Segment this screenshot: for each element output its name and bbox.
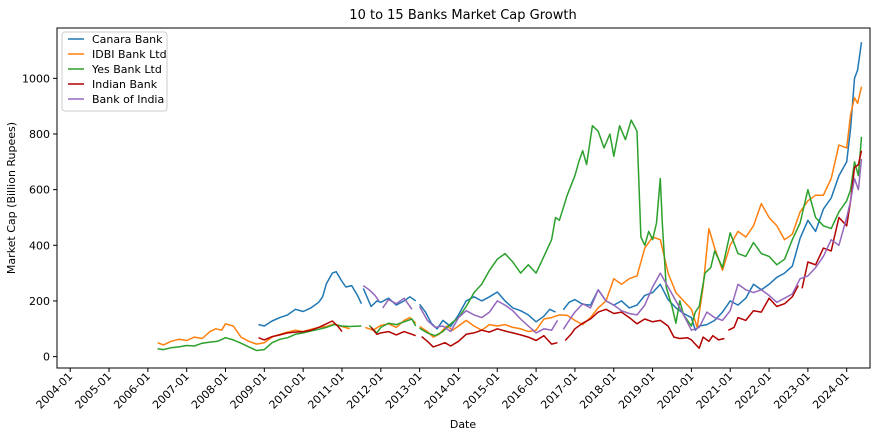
legend-label: IDBI Bank Ltd [92,48,167,61]
series-line-idbi-bank-ltd [419,86,863,338]
x-tick-label: 2018-01 [577,370,619,412]
x-tick-label: 2023-01 [771,370,813,412]
chart-title: 10 to 15 Banks Market Cap Growth [349,8,576,23]
series-line-indian-bank [727,285,799,331]
x-axis-label: Date [450,418,477,431]
plot-frame [56,27,871,369]
legend-box [61,31,168,112]
x-tick-label: 2021-01 [694,370,736,412]
x-tick-label: 2007-01 [150,370,192,412]
series-line-bank-of-india [382,297,413,310]
x-tick-label: 2013-01 [383,370,425,412]
x-tick-label: 2015-01 [461,370,503,412]
series-line-bank-of-india [362,284,380,302]
series-line-yes-bank-ltd [368,318,417,334]
series-line-indian-bank [421,328,558,348]
series-line-yes-bank-ltd [419,119,863,337]
x-tick-label: 2005-01 [72,370,114,412]
y-tick-label: 800 [29,128,50,141]
y-tick-label: 600 [29,184,50,197]
x-axis: 2004-012005-012006-012007-012008-012009-… [34,368,852,412]
series-line-indian-bank [370,326,416,337]
y-tick-label: 400 [29,239,50,252]
legend: Canara Bank IDBI Bank Ltd Yes Bank Ltd Indi… [61,31,168,112]
x-tick-label: 2014-01 [422,370,464,412]
x-tick-label: 2011-01 [305,370,347,412]
legend-label: Indian Bank [92,78,158,91]
x-tick-label: 2016-01 [500,370,542,412]
x-tick-label: 2004-01 [34,370,76,412]
x-tick-label: 2017-01 [538,370,580,412]
series-line-canara-bank [562,42,863,331]
series-line-canara-bank [419,291,556,330]
x-tick-label: 2010-01 [267,370,309,412]
legend-label: Bank of India [92,93,164,106]
series-line-indian-bank [801,150,863,289]
x-tick-label: 2019-01 [616,370,658,412]
y-tick-label: 1000 [22,72,50,85]
x-tick-label: 2022-01 [732,370,774,412]
x-tick-label: 2008-01 [189,370,231,412]
series-line-indian-bank [258,320,343,341]
x-tick-label: 2006-01 [111,370,153,412]
x-tick-label: 2012-01 [344,370,386,412]
legend-label: Yes Bank Ltd [91,63,162,76]
series-line-indian-bank [564,308,725,349]
series-line-canara-bank [258,270,363,327]
series-line-bank-of-india [562,158,863,331]
x-tick-label: 2009-01 [228,370,270,412]
series-lines [157,42,863,352]
series-line-yes-bank-ltd [157,323,362,352]
legend-label: Canara Bank [92,33,163,46]
series-line-bank-of-india [418,300,559,334]
x-tick-label: 2020-01 [655,370,697,412]
x-tick-label: 2024-01 [810,370,852,412]
y-axis: 0 200 400 600 800 1000 [22,72,57,364]
y-tick-label: 0 [43,351,50,364]
series-line-canara-bank [362,288,417,308]
y-axis-label: Market Cap (Billion Rupees) [5,122,18,274]
y-tick-label: 200 [29,295,50,308]
